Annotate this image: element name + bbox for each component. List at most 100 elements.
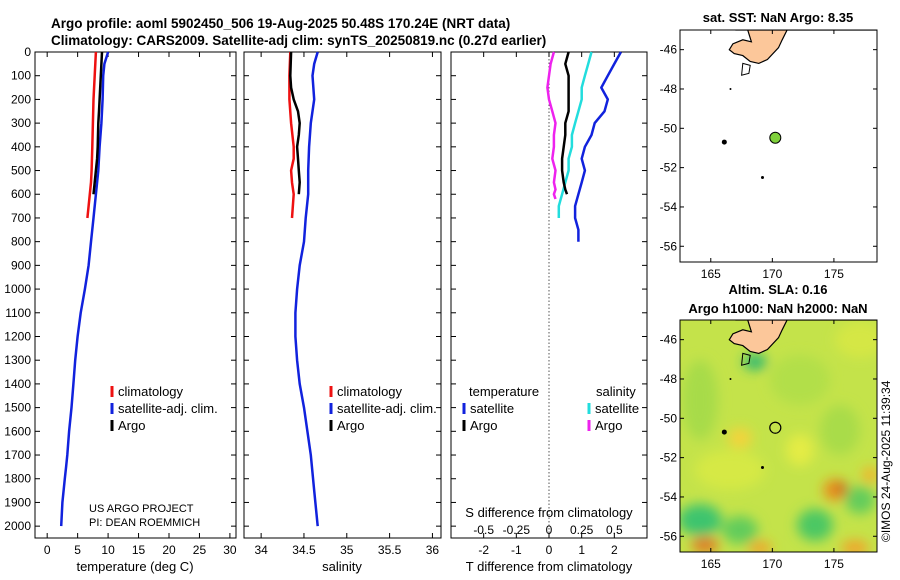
map-x-tick-label: 170 [762, 267, 782, 281]
snares-marker [729, 377, 732, 380]
y-tick-label: 1200 [4, 329, 31, 343]
map-y-tick-label: -56 [660, 529, 678, 543]
x-tick-label: 0 [44, 543, 51, 557]
difference-y-ticks [451, 51, 647, 527]
y-tick-label: 900 [11, 258, 31, 272]
new-zealand-landmass [728, 320, 877, 355]
header-line-2: Climatology: CARS2009. Satellite-adj cli… [51, 33, 546, 48]
map-y-tick-label: -54 [660, 200, 678, 214]
y-tick-label: 1400 [4, 377, 31, 391]
legend-label-t-argo: Argo [470, 418, 497, 433]
series-satellite-adj-clim- [59, 51, 110, 527]
header-line-1: Argo profile: aoml 5902450_506 19-Aug-20… [51, 16, 510, 31]
x-tick-label: 25 [193, 543, 207, 557]
snares-marker [729, 87, 732, 90]
x-tick-label: 35.5 [378, 543, 402, 557]
map-x-tick-label: 170 [762, 557, 782, 571]
salinity-panel: 34 34.5 35 35.5 36 salinity climatology sate… [243, 51, 442, 574]
map-y-tick-label: -52 [660, 451, 678, 465]
salinity-xlabel: salinity [322, 559, 362, 574]
map-y-tick-label: -46 [660, 43, 678, 57]
sla-field-patches [680, 322, 877, 552]
temperature-lines [59, 51, 110, 527]
sla-map-axes: 165 170 175 -46 -48 -50 -52 -54 -56 [660, 320, 877, 571]
x-tick-label: 1 [578, 543, 585, 557]
y-tick-label: 1100 [5, 306, 31, 320]
s-tick-label: 0.5 [606, 523, 623, 537]
y-tick-label: 700 [11, 211, 31, 225]
x-tick-label: -2 [478, 543, 489, 557]
temperature-xlabel: temperature (deg C) [76, 559, 193, 574]
campbell-island-marker [760, 175, 764, 179]
map-y-tick-label: -50 [660, 121, 678, 135]
sst-map-background [680, 30, 877, 262]
series-satellite-adj-clim- [294, 51, 319, 527]
temperature-legend: climatology satellite-adj. clim. Argo [110, 384, 218, 433]
s-tick-label: -0.5 [473, 523, 494, 537]
legend-title-salinity: salinity [596, 384, 636, 399]
y-tick-label: 1900 [4, 495, 31, 509]
s-difference-xlabel: S difference from climatology [465, 505, 633, 520]
map-y-tick-label: -46 [660, 333, 678, 347]
x-tick-label: 0 [546, 543, 553, 557]
argo-float-position [769, 131, 782, 144]
temperature-panel: 0100200300400500600700800900100011001200… [4, 45, 237, 574]
salinity-legend: climatology satellite-adj. clim. Argo [329, 384, 437, 433]
legend-label-t-satellite: satellite [470, 401, 514, 416]
map-y-tick-label: -56 [660, 239, 678, 253]
series-climatology [86, 51, 98, 219]
difference-legend: temperature satellite Argo salinity sate… [462, 384, 639, 433]
y-tick-label: 1700 [4, 448, 31, 462]
auckland-islands-marker [721, 429, 727, 435]
map-y-tick-label: -48 [660, 372, 678, 386]
s-difference-x-axis: -0.5 -0.25 0 0.25 0.5 [473, 523, 623, 537]
x-tick-label: 34.5 [292, 543, 316, 557]
sla-map-panel: Altim. SLA: 0.16 Argo h1000: NaN h2000: … [660, 282, 878, 571]
legend-label-satellite: satellite-adj. clim. [337, 401, 437, 416]
new-zealand-landmass [728, 30, 877, 65]
x-tick-label: 2 [611, 543, 618, 557]
x-tick-label: 10 [101, 543, 115, 557]
y-tick-label: 200 [11, 92, 31, 106]
x-tick-label: 5 [74, 543, 81, 557]
pi-annotation: PI: DEAN ROEMMICH [89, 517, 200, 529]
map-y-tick-label: -54 [660, 490, 678, 504]
series-climatology [288, 51, 295, 219]
y-tick-label: 500 [11, 164, 31, 178]
y-tick-label: 1500 [4, 401, 31, 415]
series-argo [289, 51, 301, 195]
t-difference-xlabel: T difference from climatology [466, 559, 633, 574]
legend-label-argo: Argo [337, 418, 364, 433]
salinity-x-axis: 34 34.5 35 35.5 36 [254, 52, 439, 557]
map-y-tick-label: -50 [660, 411, 678, 425]
y-tick-label: 600 [11, 187, 31, 201]
y-tick-label: 100 [11, 69, 31, 83]
difference-lines [546, 51, 622, 242]
map-x-tick-label: 165 [701, 267, 721, 281]
imos-watermark: ©IMOS 24-Aug-2025 11:39:34 [879, 380, 893, 542]
legend-label-s-satellite: satellite [595, 401, 639, 416]
y-tick-label: 1300 [4, 353, 31, 367]
legend-label-climatology: climatology [118, 384, 184, 399]
difference-panel: -2 -1 0 1 2 T difference from climatology S … [450, 51, 648, 574]
argo-float-position [769, 421, 782, 434]
series-t-satellite [573, 51, 622, 242]
salinity-lines [288, 51, 319, 527]
x-tick-label: 35 [340, 543, 354, 557]
map-x-tick-label: 175 [824, 267, 844, 281]
series-s-argo [546, 51, 557, 200]
x-tick-label: 30 [223, 543, 237, 557]
x-tick-label: -1 [511, 543, 522, 557]
islet-outline [741, 62, 751, 76]
salinity-axes-frame [243, 51, 442, 539]
series-s-satellite [557, 51, 593, 218]
sst-map-panel: sat. SST: NaN Argo: 8.35 165 170 175 -46 -48… [660, 10, 878, 281]
y-tick-label: 400 [11, 140, 31, 154]
sla-map-title-2: Argo h1000: NaN h2000: NaN [688, 301, 867, 316]
campbell-island-marker [760, 465, 764, 469]
sla-map-title-1: Altim. SLA: 0.16 [729, 282, 828, 297]
x-tick-label: 36 [426, 543, 440, 557]
sla-map-frame [679, 319, 878, 553]
map-y-tick-label: -52 [660, 161, 678, 175]
